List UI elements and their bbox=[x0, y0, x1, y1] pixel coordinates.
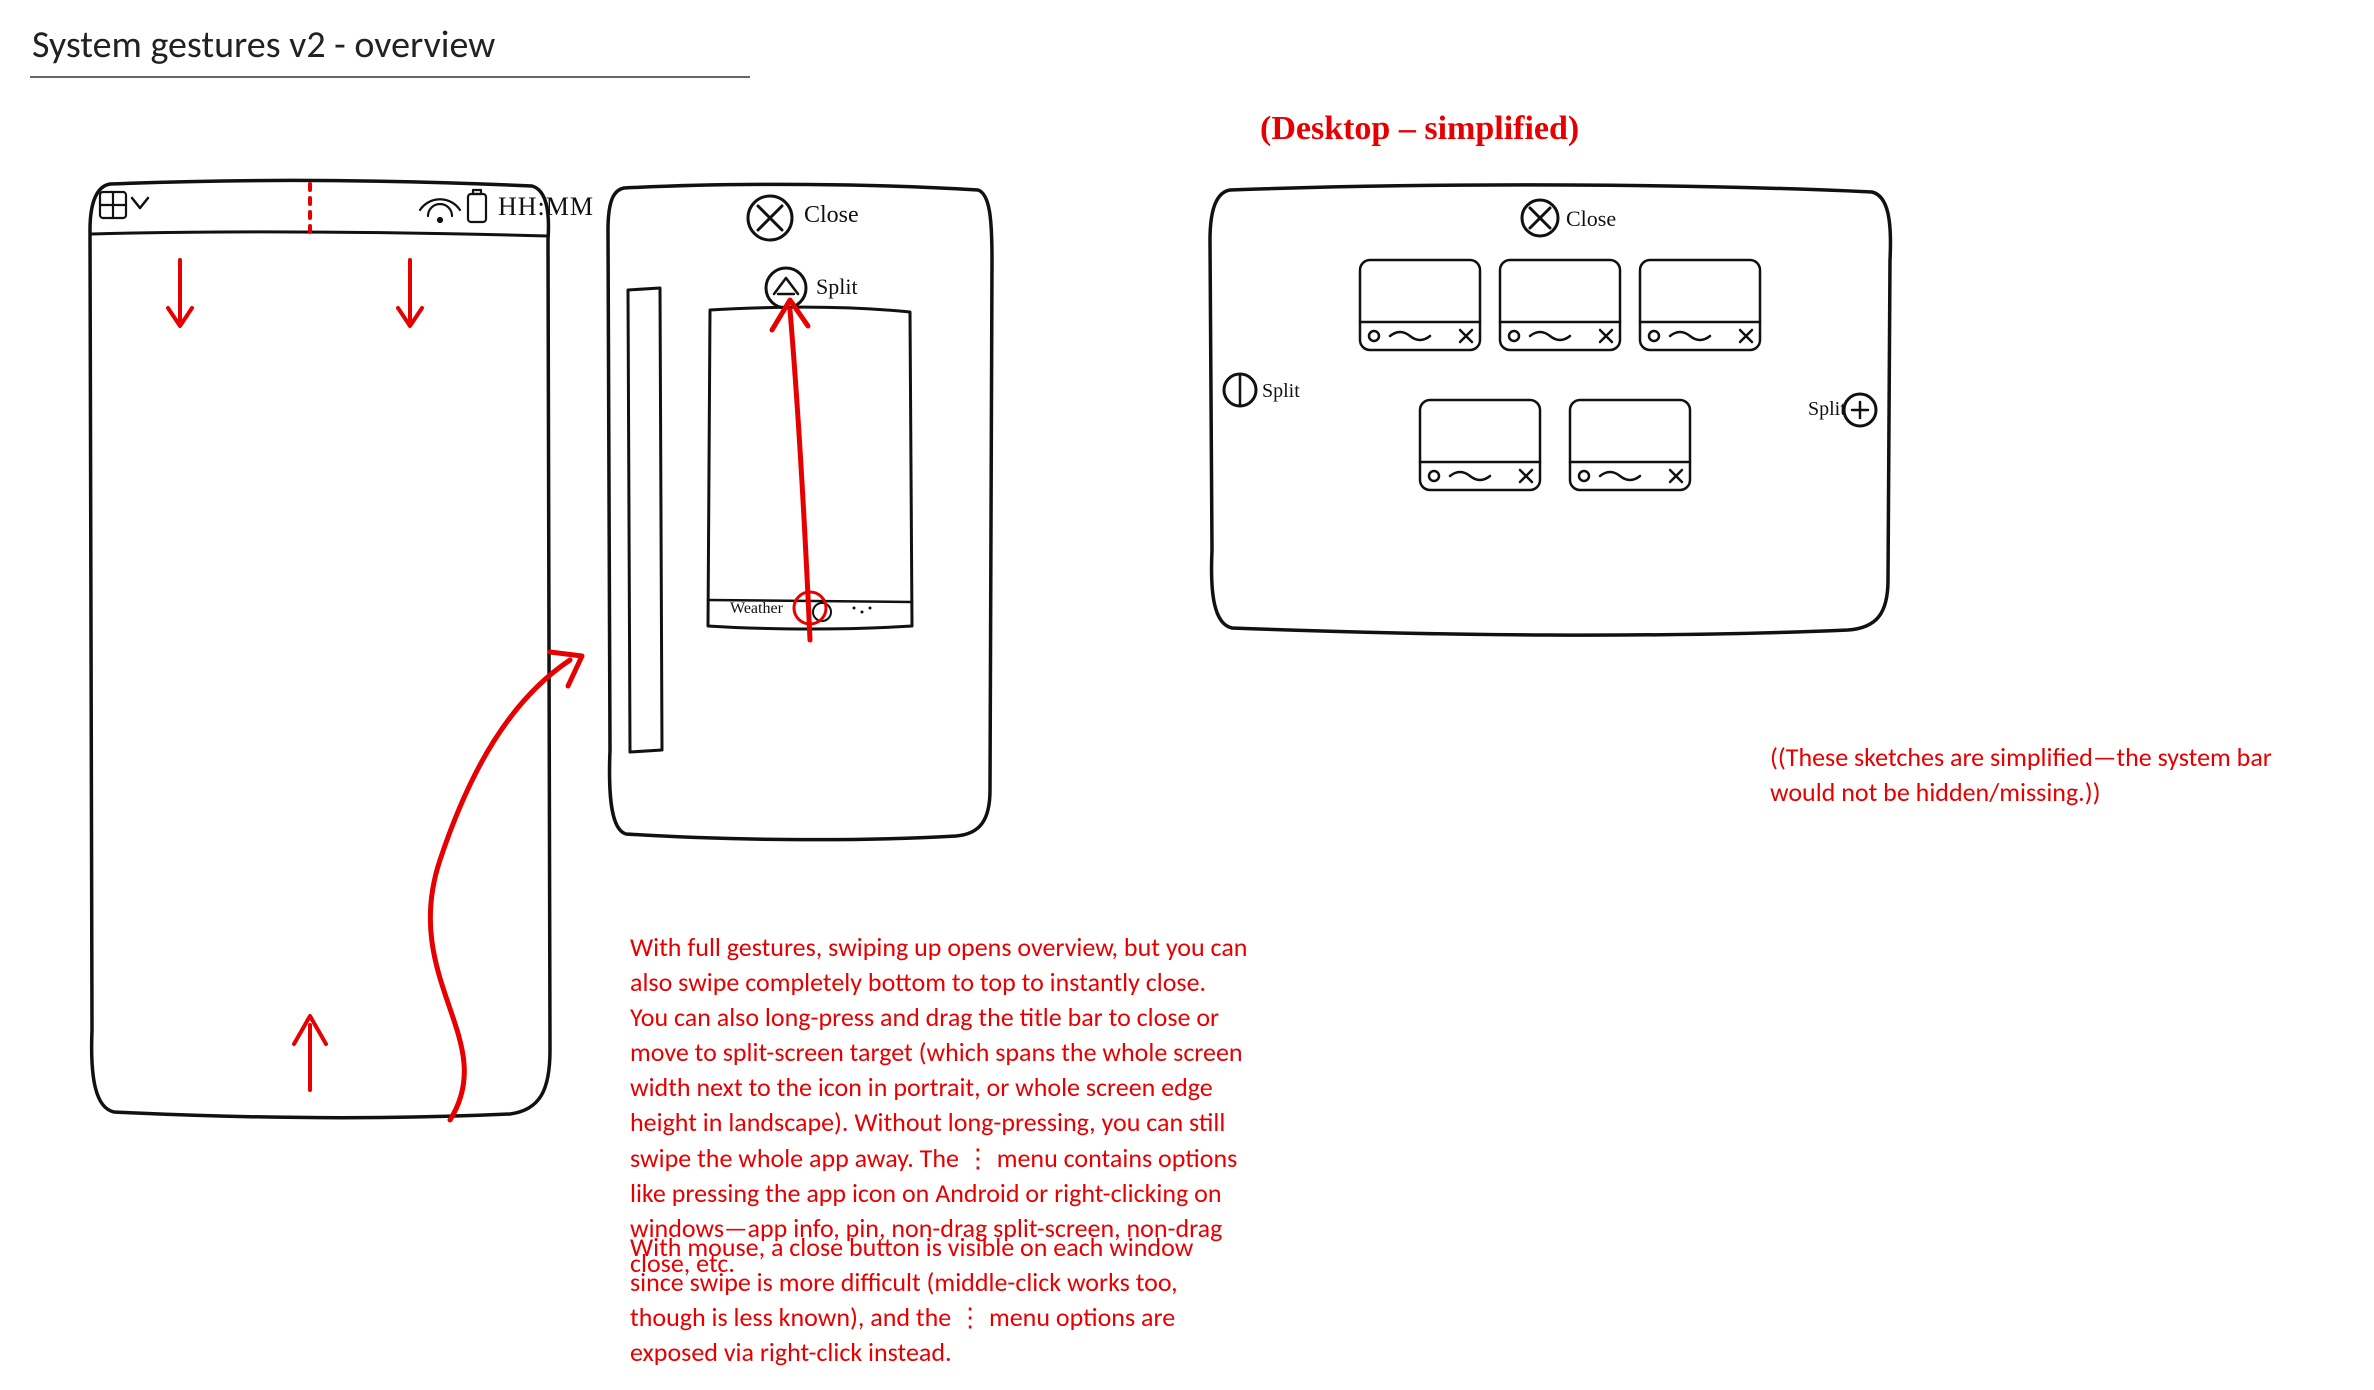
overview-red-swipe bbox=[600, 170, 1000, 850]
note-right: ((These sketches are simplified—the syst… bbox=[1770, 740, 2330, 810]
desktop-heading: (Desktop – simplified) bbox=[1260, 110, 1579, 148]
body-para-1: With full gestures, swiping up opens ove… bbox=[630, 930, 1250, 1281]
curvy-arrow bbox=[320, 560, 640, 1160]
title-underline bbox=[30, 76, 750, 78]
page-title: System gestures v2 - overview bbox=[32, 22, 495, 68]
body-para-2: With mouse, a close button is visible on… bbox=[630, 1230, 1250, 1370]
desktop-windows bbox=[1200, 170, 1900, 650]
